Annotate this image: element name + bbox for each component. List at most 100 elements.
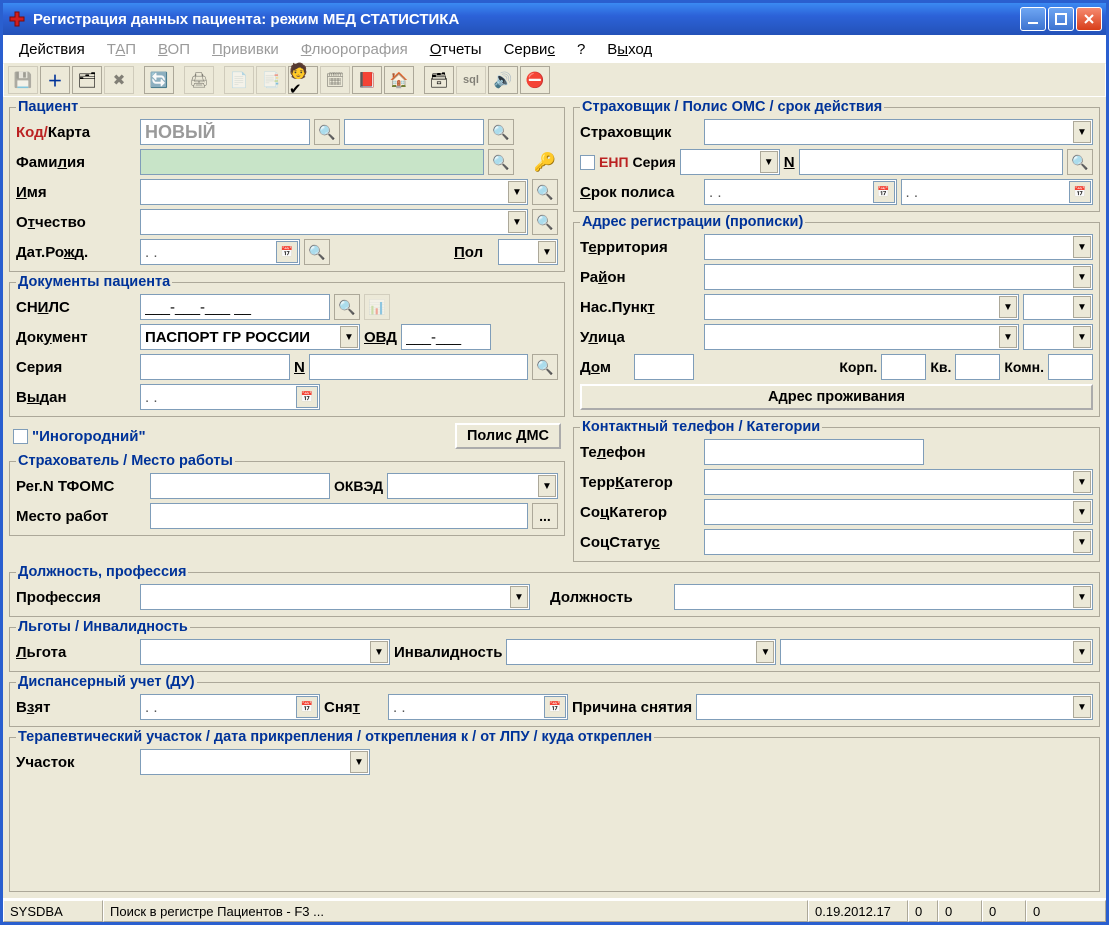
menubar: Действия ТАП ВОП Прививки Флюорография О… bbox=[3, 35, 1106, 63]
calendar-icon[interactable]: 📅 bbox=[1069, 181, 1091, 203]
key-icon[interactable]: 🔑 bbox=[532, 149, 558, 175]
menu-tap[interactable]: ТАП bbox=[97, 38, 146, 61]
street-type-combo[interactable]: ▼ bbox=[1023, 324, 1093, 350]
insurer-combo[interactable]: ▼ bbox=[704, 119, 1093, 145]
ovd-link[interactable]: ОВД bbox=[364, 329, 397, 346]
flat-input[interactable] bbox=[955, 354, 1000, 380]
doc-combo[interactable]: ПАСПОРТ ГР РОССИИ▼ bbox=[140, 324, 360, 350]
district-combo[interactable]: ▼ bbox=[704, 264, 1093, 290]
area-combo[interactable]: ▼ bbox=[140, 749, 370, 775]
ovd-input[interactable] bbox=[401, 324, 491, 350]
profession-combo[interactable]: ▼ bbox=[140, 584, 530, 610]
tb-docs[interactable]: 📑 bbox=[256, 66, 286, 94]
snils-lookup-button[interactable]: 🔍 bbox=[334, 294, 360, 320]
tb-stop[interactable]: ⛔ bbox=[520, 66, 550, 94]
position-combo[interactable]: ▼ bbox=[674, 584, 1093, 610]
place-more-button[interactable]: ... bbox=[532, 503, 558, 529]
tb-save[interactable]: 💾 bbox=[8, 66, 38, 94]
soc-combo[interactable]: ▼ bbox=[704, 499, 1093, 525]
calendar-icon[interactable]: 📅 bbox=[296, 386, 318, 408]
ins-n-input[interactable] bbox=[799, 149, 1063, 175]
dob-input[interactable]: . .📅 bbox=[140, 239, 300, 265]
calendar-icon[interactable]: 📅 bbox=[544, 696, 566, 718]
enp-checkbox[interactable] bbox=[580, 155, 595, 170]
benefit-combo[interactable]: ▼ bbox=[140, 639, 390, 665]
korp-input[interactable] bbox=[881, 354, 926, 380]
dob-lookup-button[interactable]: 🔍 bbox=[304, 239, 330, 265]
terr-combo[interactable]: ▼ bbox=[704, 469, 1093, 495]
firstname-combo[interactable]: ▼ bbox=[140, 179, 528, 205]
minimize-button[interactable] bbox=[1020, 7, 1046, 31]
tb-print[interactable]: 🖨 bbox=[184, 66, 214, 94]
taken-input[interactable]: . .📅 bbox=[140, 694, 320, 720]
snils-extra-button[interactable]: 📊 bbox=[364, 294, 390, 320]
tb-person[interactable]: 🧑✔ bbox=[288, 66, 318, 94]
tb-card[interactable]: 🗂 bbox=[72, 66, 102, 94]
calendar-icon[interactable]: 📅 bbox=[873, 181, 895, 203]
locality-type-combo[interactable]: ▼ bbox=[1023, 294, 1093, 320]
living-address-button[interactable]: Адрес проживания bbox=[580, 384, 1093, 410]
close-button[interactable] bbox=[1076, 7, 1102, 31]
reason-combo[interactable]: ▼ bbox=[696, 694, 1093, 720]
locality-combo[interactable]: ▼ bbox=[704, 294, 1019, 320]
middlename-lookup-button[interactable]: 🔍 bbox=[532, 209, 558, 235]
therapeutic-group: Терапевтический участок / дата прикрепле… bbox=[9, 729, 1100, 892]
korp-label: Корп. bbox=[839, 359, 877, 375]
middlename-combo[interactable]: ▼ bbox=[140, 209, 528, 235]
tb-calendar[interactable]: 🗓 bbox=[320, 66, 350, 94]
disability-extra-combo[interactable]: ▼ bbox=[780, 639, 1093, 665]
term-to-input[interactable]: . .📅 bbox=[901, 179, 1094, 205]
tb-doc[interactable]: 📄 bbox=[224, 66, 254, 94]
okved-combo[interactable]: ▼ bbox=[387, 473, 558, 499]
ins-series-combo[interactable]: ▼ bbox=[680, 149, 780, 175]
doc-n-input[interactable] bbox=[309, 354, 528, 380]
menu-service[interactable]: Сервис bbox=[494, 38, 565, 61]
lastname-lookup-button[interactable]: 🔍 bbox=[488, 149, 514, 175]
menu-help[interactable]: ? bbox=[567, 38, 595, 61]
phone-input[interactable] bbox=[704, 439, 924, 465]
ins-series-label: Серия bbox=[633, 154, 676, 170]
menu-vaccinations[interactable]: Прививки bbox=[202, 38, 289, 61]
territory-combo[interactable]: ▼ bbox=[704, 234, 1093, 260]
tb-home[interactable]: 🏠 bbox=[384, 66, 414, 94]
tb-sql[interactable]: sql bbox=[456, 66, 486, 94]
menu-exit[interactable]: Выход bbox=[597, 38, 662, 61]
nonresident-checkbox[interactable] bbox=[13, 429, 28, 444]
maximize-button[interactable] bbox=[1048, 7, 1074, 31]
sex-combo[interactable]: ▼ bbox=[498, 239, 558, 265]
ins-lookup-button[interactable]: 🔍 bbox=[1067, 149, 1093, 175]
contact-legend: Контактный телефон / Категории bbox=[580, 419, 822, 435]
calendar-icon[interactable]: 📅 bbox=[296, 696, 318, 718]
menu-actions[interactable]: Действия bbox=[9, 38, 95, 61]
card-input[interactable] bbox=[344, 119, 484, 145]
tb-new[interactable]: ＋ bbox=[40, 66, 70, 94]
menu-vop[interactable]: ВОП bbox=[148, 38, 200, 61]
menu-fluoro[interactable]: Флюорография bbox=[291, 38, 418, 61]
tb-book[interactable]: 📕 bbox=[352, 66, 382, 94]
code-input[interactable] bbox=[140, 119, 310, 145]
dms-button[interactable]: Полис ДМС bbox=[455, 423, 561, 449]
series-input[interactable] bbox=[140, 354, 290, 380]
firstname-lookup-button[interactable]: 🔍 bbox=[532, 179, 558, 205]
term-from-input[interactable]: . .📅 bbox=[704, 179, 897, 205]
tb-sound[interactable]: 🔊 bbox=[488, 66, 518, 94]
card-lookup-button[interactable]: 🔍 bbox=[488, 119, 514, 145]
menu-reports[interactable]: Отчеты bbox=[420, 38, 492, 61]
lastname-input[interactable] bbox=[140, 149, 484, 175]
street-combo[interactable]: ▼ bbox=[704, 324, 1019, 350]
tb-delete[interactable]: ✖ bbox=[104, 66, 134, 94]
place-input[interactable] bbox=[150, 503, 528, 529]
stat-combo[interactable]: ▼ bbox=[704, 529, 1093, 555]
code-lookup-button[interactable]: 🔍 bbox=[314, 119, 340, 145]
reg-input[interactable] bbox=[150, 473, 330, 499]
house-input[interactable] bbox=[634, 354, 694, 380]
room-input[interactable] bbox=[1048, 354, 1093, 380]
disability-combo[interactable]: ▼ bbox=[506, 639, 776, 665]
doc-lookup-button[interactable]: 🔍 bbox=[532, 354, 558, 380]
tb-refresh[interactable]: 🔄 bbox=[144, 66, 174, 94]
tb-db[interactable]: 🗃 bbox=[424, 66, 454, 94]
snils-input[interactable] bbox=[140, 294, 330, 320]
issued-input[interactable]: . .📅 bbox=[140, 384, 320, 410]
removed-input[interactable]: . .📅 bbox=[388, 694, 568, 720]
calendar-icon[interactable]: 📅 bbox=[276, 241, 298, 263]
